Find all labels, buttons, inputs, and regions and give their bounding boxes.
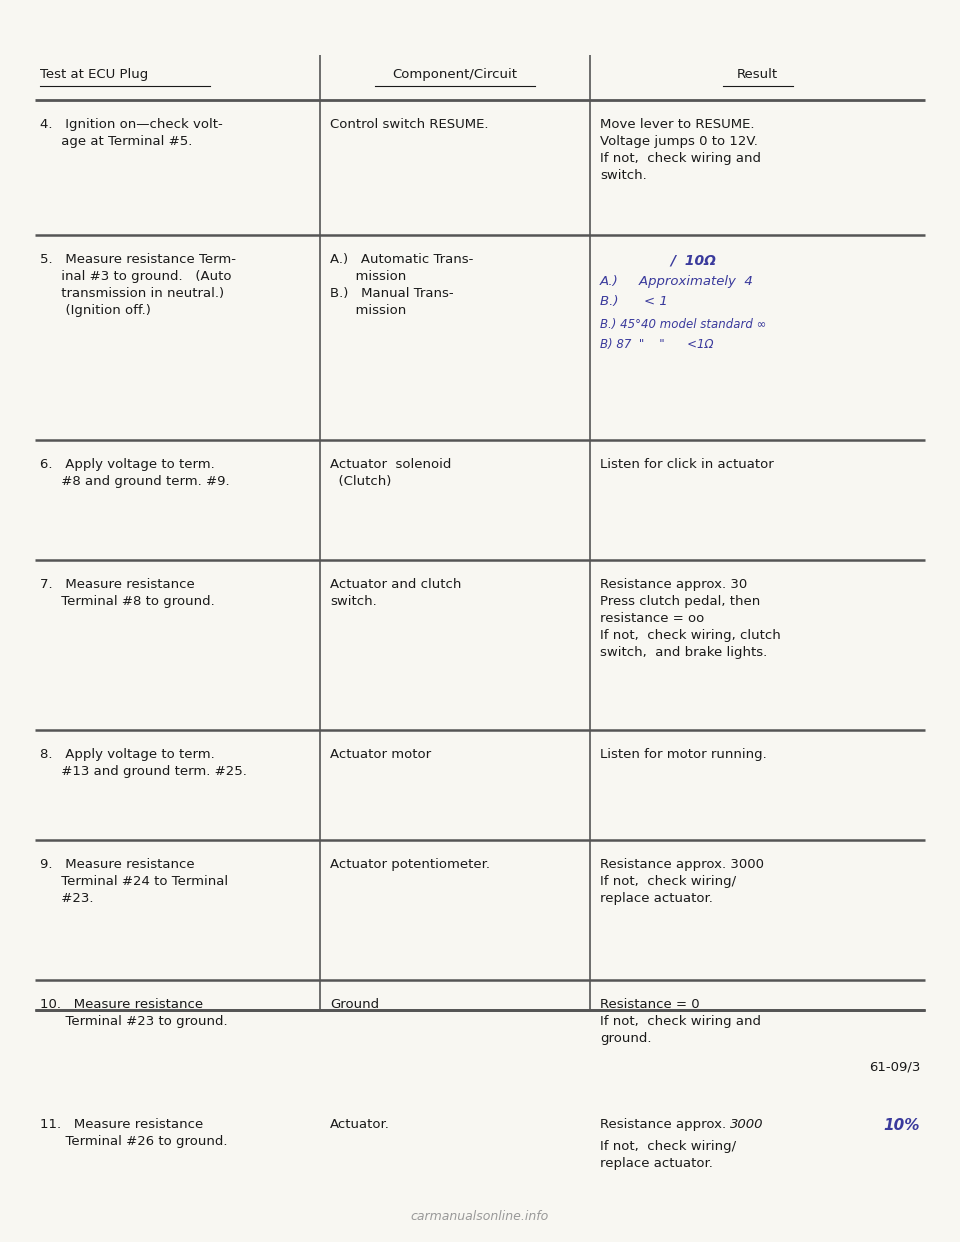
Text: 3000: 3000 xyxy=(730,1118,763,1131)
Text: B.)      < 1: B.) < 1 xyxy=(600,296,668,308)
Text: Listen for motor running.: Listen for motor running. xyxy=(600,748,767,761)
Text: 9.   Measure resistance
     Terminal #24 to Terminal
     #23.: 9. Measure resistance Terminal #24 to Te… xyxy=(40,858,228,905)
Text: 10.   Measure resistance
      Terminal #23 to ground.: 10. Measure resistance Terminal #23 to g… xyxy=(40,999,228,1028)
Text: A.)     Approximately  4: A.) Approximately 4 xyxy=(600,274,754,288)
Text: 4.   Ignition on—check volt-
     age at Terminal #5.: 4. Ignition on—check volt- age at Termin… xyxy=(40,118,223,148)
Text: Actuator  solenoid
  (Clutch): Actuator solenoid (Clutch) xyxy=(330,458,451,488)
Text: 5.   Measure resistance Term-
     inal #3 to ground.   (Auto
     transmission : 5. Measure resistance Term- inal #3 to g… xyxy=(40,253,236,317)
Text: Result: Result xyxy=(737,68,778,81)
Text: Resistance = 0
If not,  check wiring and
ground.: Resistance = 0 If not, check wiring and … xyxy=(600,999,761,1045)
Text: Move lever to RESUME.
Voltage jumps 0 to 12V.
If not,  check wiring and
switch.: Move lever to RESUME. Voltage jumps 0 to… xyxy=(600,118,761,183)
Text: Ground: Ground xyxy=(330,999,379,1011)
Text: carmanualsonline.info: carmanualsonline.info xyxy=(411,1210,549,1223)
Text: Component/Circuit: Component/Circuit xyxy=(393,68,517,81)
Text: Actuator and clutch
switch.: Actuator and clutch switch. xyxy=(330,578,462,609)
Text: 6.   Apply voltage to term.
     #8 and ground term. #9.: 6. Apply voltage to term. #8 and ground … xyxy=(40,458,229,488)
Text: Resistance approx. 3000
If not,  check wiring/
replace actuator.: Resistance approx. 3000 If not, check wi… xyxy=(600,858,764,905)
Text: B) 87  "    "      <1Ω: B) 87 " " <1Ω xyxy=(600,338,713,351)
Text: Control switch RESUME.: Control switch RESUME. xyxy=(330,118,489,130)
Text: 61-09/3: 61-09/3 xyxy=(869,1059,920,1073)
Text: Actuator.: Actuator. xyxy=(330,1118,390,1131)
Text: 8.   Apply voltage to term.
     #13 and ground term. #25.: 8. Apply voltage to term. #13 and ground… xyxy=(40,748,247,777)
Text: Resistance approx.: Resistance approx. xyxy=(600,1118,734,1131)
Text: 11.   Measure resistance
      Terminal #26 to ground.: 11. Measure resistance Terminal #26 to g… xyxy=(40,1118,228,1148)
Text: Test at ECU Plug: Test at ECU Plug xyxy=(40,68,148,81)
Text: 7.   Measure resistance
     Terminal #8 to ground.: 7. Measure resistance Terminal #8 to gro… xyxy=(40,578,215,609)
Text: 10%: 10% xyxy=(883,1118,920,1133)
Text: Listen for click in actuator: Listen for click in actuator xyxy=(600,458,774,471)
Text: Actuator potentiometer.: Actuator potentiometer. xyxy=(330,858,490,871)
Text: Resistance approx. 30
Press clutch pedal, then
resistance = oo
If not,  check wi: Resistance approx. 30 Press clutch pedal… xyxy=(600,578,780,660)
Text: Actuator motor: Actuator motor xyxy=(330,748,431,761)
Text: A.)   Automatic Trans-
      mission
B.)   Manual Trans-
      mission: A.) Automatic Trans- mission B.) Manual … xyxy=(330,253,473,317)
Text: /  10Ω: / 10Ω xyxy=(670,253,716,267)
Text: B.) 45°40 model standard ∞: B.) 45°40 model standard ∞ xyxy=(600,318,766,332)
Text: If not,  check wiring/
replace actuator.: If not, check wiring/ replace actuator. xyxy=(600,1140,736,1170)
